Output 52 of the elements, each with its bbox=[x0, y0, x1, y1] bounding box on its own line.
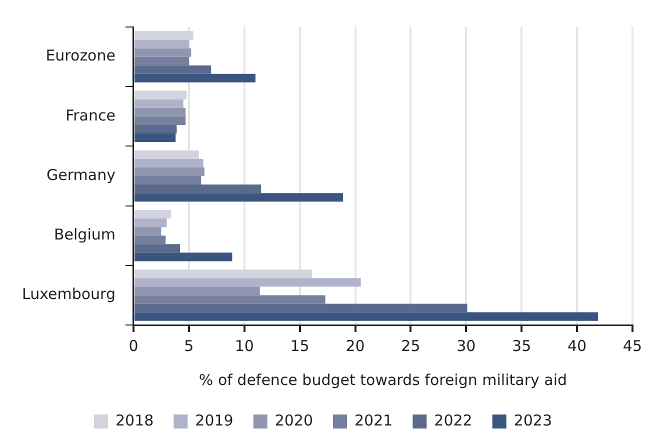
x-tick-label: 0 bbox=[128, 336, 138, 355]
x-tick-label: 15 bbox=[290, 336, 310, 355]
bar bbox=[134, 150, 199, 159]
bar bbox=[134, 167, 204, 176]
bar bbox=[134, 295, 326, 304]
x-axis-title: % of defence budget towards foreign military aid bbox=[198, 370, 568, 389]
legend-label: 2021 bbox=[354, 411, 393, 430]
bar bbox=[134, 252, 232, 262]
bar bbox=[134, 108, 186, 116]
legend-label: 2020 bbox=[274, 411, 314, 430]
bar bbox=[134, 236, 166, 244]
y-tick-label: France bbox=[66, 106, 116, 124]
bar bbox=[134, 65, 212, 74]
y-tick-label: Belgium bbox=[54, 225, 116, 244]
x-tick-label: 25 bbox=[401, 336, 420, 355]
y-tick-label: Eurozone bbox=[46, 46, 116, 65]
bar bbox=[134, 158, 204, 168]
y-tick-label: Luxembourg bbox=[22, 285, 116, 304]
legend-label: 2018 bbox=[115, 411, 154, 430]
bar bbox=[134, 286, 260, 296]
bar bbox=[134, 99, 184, 108]
legend-label: 2019 bbox=[195, 411, 234, 430]
bar bbox=[134, 56, 189, 66]
bar bbox=[134, 218, 167, 228]
x-tick-label: 35 bbox=[512, 336, 532, 355]
bar bbox=[134, 210, 172, 219]
bar bbox=[134, 184, 261, 194]
bar bbox=[134, 31, 194, 40]
bar bbox=[134, 74, 256, 82]
bar bbox=[134, 116, 186, 125]
bar bbox=[134, 90, 187, 100]
x-tick-label: 30 bbox=[456, 336, 476, 355]
legend-label: 2023 bbox=[514, 411, 552, 430]
bar bbox=[134, 40, 189, 48]
bar bbox=[134, 312, 598, 321]
x-tick-label: 10 bbox=[234, 336, 254, 355]
bar bbox=[134, 124, 177, 134]
x-tick-label: 5 bbox=[184, 336, 194, 355]
bar bbox=[134, 278, 361, 287]
bar bbox=[134, 176, 202, 185]
bar bbox=[134, 304, 468, 312]
bar bbox=[134, 227, 162, 236]
y-tick-label: Germany bbox=[46, 166, 116, 184]
x-tick-label: 45 bbox=[622, 336, 642, 355]
legend-label: 2022 bbox=[434, 411, 472, 430]
bar bbox=[134, 193, 344, 202]
x-tick-label: 20 bbox=[346, 336, 365, 355]
bar bbox=[134, 48, 192, 57]
bar bbox=[134, 244, 180, 253]
bar bbox=[134, 270, 312, 278]
bar bbox=[134, 133, 176, 142]
x-tick-label: 40 bbox=[567, 336, 587, 355]
